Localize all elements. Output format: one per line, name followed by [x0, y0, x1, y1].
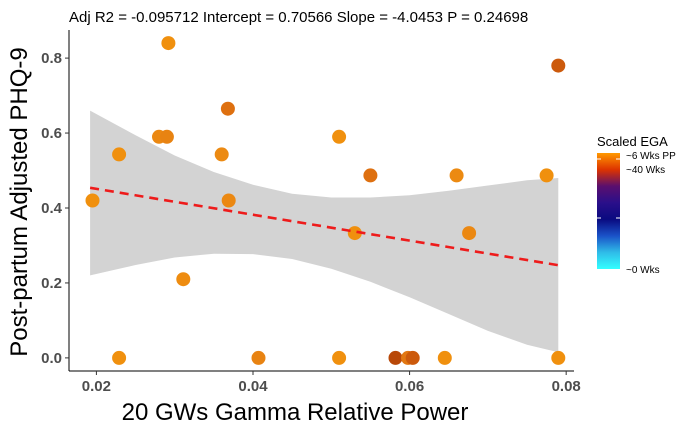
color-legend: Scaled EGA ~6 Wks PP ~40 Wks ~0 Wks [597, 134, 676, 276]
legend-colorbar [597, 153, 620, 269]
data-point-14 [347, 226, 362, 241]
data-point-1 [161, 36, 176, 51]
data-point-2 [551, 58, 566, 73]
x-tick-label: 0.04 [238, 378, 268, 395]
x-ticks: 0.02 0.04 0.06 0.08 [82, 371, 581, 395]
data-point-17 [112, 350, 127, 365]
data-point-11 [539, 168, 554, 183]
data-point-8 [214, 147, 229, 162]
data-point-18 [251, 350, 266, 365]
points-layer [85, 36, 566, 365]
data-point-23 [437, 350, 452, 365]
regression-line [89, 186, 559, 267]
axes-layer [68, 30, 574, 372]
x-tick-label: 0.06 [395, 378, 424, 395]
data-point-10 [449, 168, 464, 183]
y-tick-label: 0.0 [41, 350, 62, 367]
regression-line-layer [89, 186, 559, 267]
data-point-3 [220, 101, 235, 116]
data-point-12 [85, 193, 100, 208]
legend-label-0wks: ~0 Wks [626, 265, 660, 276]
legend-title: Scaled EGA [597, 134, 668, 149]
data-point-6 [332, 129, 347, 144]
data-point-24 [551, 350, 566, 365]
data-point-22 [405, 350, 420, 365]
x-tick-label: 0.02 [82, 378, 111, 395]
legend-label-40wks: ~40 Wks [626, 165, 665, 176]
x-axis-title: 20 GWs Gamma Relative Power [122, 399, 469, 426]
data-point-7 [112, 147, 127, 162]
y-tick-label: 0.4 [41, 200, 63, 217]
y-tick-label: 0.8 [41, 50, 62, 67]
confidence-band [90, 110, 559, 353]
y-tick-label: 0.6 [41, 125, 62, 142]
y-ticks: 0.0 0.2 0.4 0.6 0.8 [41, 50, 69, 367]
data-point-15 [462, 226, 477, 241]
data-point-16 [176, 272, 191, 287]
chart-title: Adj R2 = -0.095712 Intercept = 0.70566 S… [69, 9, 528, 26]
x-tick-label: 0.08 [552, 378, 581, 395]
data-point-9 [363, 168, 378, 183]
legend-label-6wks-pp: ~6 Wks PP [626, 151, 676, 162]
y-tick-label: 0.2 [41, 275, 62, 292]
data-point-13 [221, 193, 236, 208]
data-point-19 [332, 350, 347, 365]
confidence-band-layer [90, 110, 559, 353]
data-point-20 [388, 350, 403, 365]
data-point-5 [159, 129, 174, 144]
y-axis-title: Post-partum Adjusted PHQ-9 [6, 47, 33, 356]
